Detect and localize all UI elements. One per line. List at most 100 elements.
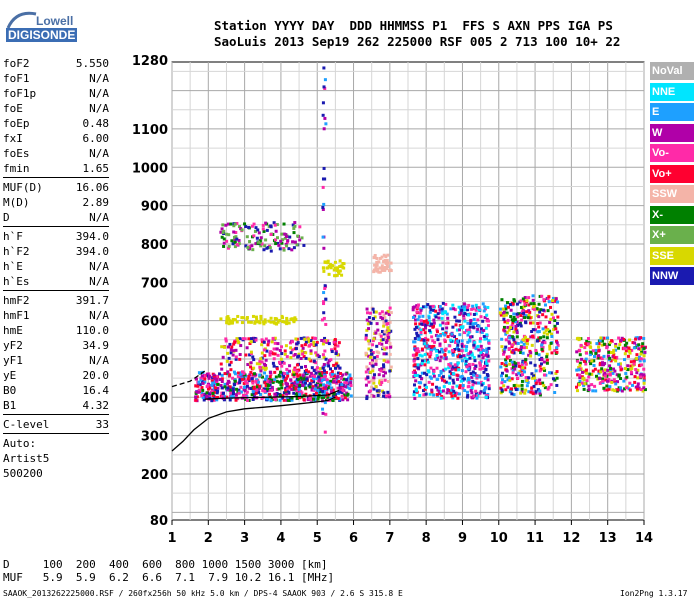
echo-point bbox=[507, 328, 511, 332]
echo-point bbox=[636, 368, 640, 372]
echo-point bbox=[255, 383, 259, 387]
echo-point bbox=[486, 319, 490, 323]
echo-point bbox=[295, 342, 299, 346]
echo-point bbox=[476, 393, 480, 397]
echo-point bbox=[225, 359, 229, 363]
echo-point bbox=[618, 377, 622, 381]
echo-point bbox=[427, 322, 431, 326]
echo-point bbox=[282, 376, 286, 380]
echo-point bbox=[472, 345, 476, 349]
echo-point bbox=[331, 388, 335, 392]
echo-point bbox=[463, 331, 467, 335]
echo-point bbox=[264, 337, 268, 341]
echo-point bbox=[243, 389, 247, 393]
echo-point bbox=[537, 315, 541, 319]
echo-point bbox=[386, 309, 390, 313]
echo-point bbox=[369, 321, 373, 325]
lowell-digisonde-logo: Lowell DIGISONDE bbox=[6, 6, 78, 42]
y-tick-label: 200 bbox=[141, 468, 168, 483]
echo-point bbox=[285, 355, 289, 359]
echo-point bbox=[334, 395, 338, 399]
x-tick-label: 5 bbox=[313, 531, 322, 546]
echo-point bbox=[515, 302, 519, 306]
echo-point bbox=[321, 342, 325, 346]
echo-point bbox=[273, 378, 277, 382]
echo-point bbox=[606, 336, 610, 340]
echo-point bbox=[299, 357, 303, 361]
y-tick-label: 600 bbox=[141, 315, 168, 330]
echo-point bbox=[203, 380, 207, 384]
echo-point bbox=[261, 389, 265, 393]
echo-point bbox=[237, 371, 241, 375]
echo-point bbox=[444, 322, 448, 326]
echo-point bbox=[511, 365, 515, 369]
echo-point bbox=[555, 341, 559, 345]
echo-point bbox=[222, 394, 226, 398]
echo-point bbox=[282, 391, 286, 395]
echo-point bbox=[524, 314, 528, 318]
echo-point bbox=[582, 378, 586, 382]
param-value: N/A bbox=[89, 102, 109, 115]
echo-point bbox=[342, 393, 346, 397]
echo-point bbox=[371, 307, 375, 311]
echo-point bbox=[208, 374, 212, 378]
echo-point bbox=[614, 348, 618, 352]
echo-point bbox=[423, 331, 427, 335]
echo-point bbox=[508, 378, 512, 382]
echo-point bbox=[341, 262, 345, 266]
echo-point bbox=[227, 317, 231, 321]
echo-point bbox=[282, 247, 286, 251]
echo-point bbox=[580, 370, 584, 374]
echo-point bbox=[534, 369, 538, 373]
echo-point bbox=[288, 397, 292, 401]
echo-point bbox=[203, 392, 207, 396]
echo-point bbox=[541, 349, 545, 353]
echo-point bbox=[274, 322, 278, 326]
echo-point bbox=[422, 328, 426, 332]
echo-point bbox=[640, 345, 644, 349]
echo-point bbox=[628, 351, 632, 355]
echo-point bbox=[427, 370, 431, 374]
echo-point bbox=[519, 347, 523, 351]
echo-point bbox=[434, 349, 438, 353]
echo-point bbox=[443, 379, 447, 383]
muf-table: D 100 200 400 600 800 1000 1500 3000 [km… bbox=[3, 558, 334, 584]
legend-item-e: E bbox=[650, 103, 694, 121]
echo-point bbox=[514, 383, 518, 387]
echo-point bbox=[328, 263, 332, 267]
echo-point bbox=[423, 353, 427, 357]
param-row: MUF(D) 16.06 bbox=[3, 180, 109, 195]
echo-point bbox=[508, 303, 512, 307]
echo-point bbox=[486, 378, 490, 382]
echo-point bbox=[612, 357, 616, 361]
echo-point bbox=[586, 337, 590, 341]
echo-point bbox=[554, 327, 558, 331]
echo-point bbox=[455, 384, 459, 388]
echo-point bbox=[285, 316, 289, 320]
echo-point bbox=[385, 346, 389, 350]
echo-point bbox=[543, 368, 547, 372]
echo-point bbox=[233, 240, 237, 244]
echo-point bbox=[438, 311, 442, 315]
echo-point bbox=[546, 387, 550, 391]
echo-point bbox=[591, 349, 595, 353]
echo-point bbox=[550, 312, 554, 316]
echo-point bbox=[535, 307, 539, 311]
echo-point bbox=[264, 363, 268, 367]
echo-point bbox=[389, 345, 393, 349]
echo-point bbox=[588, 359, 592, 363]
echo-point bbox=[302, 377, 306, 381]
echo-point bbox=[597, 369, 601, 373]
echo-point bbox=[512, 312, 516, 316]
x-tick-label: 10 bbox=[490, 531, 508, 546]
echo-point bbox=[634, 385, 638, 389]
echo-point bbox=[290, 348, 294, 352]
echo-point bbox=[528, 310, 532, 314]
echo-point bbox=[364, 351, 368, 355]
echo-point bbox=[301, 352, 305, 356]
echo-point bbox=[376, 267, 380, 271]
echo-point bbox=[296, 380, 300, 384]
echo-point bbox=[284, 242, 288, 246]
echo-point bbox=[329, 358, 333, 362]
echo-point bbox=[419, 328, 423, 332]
